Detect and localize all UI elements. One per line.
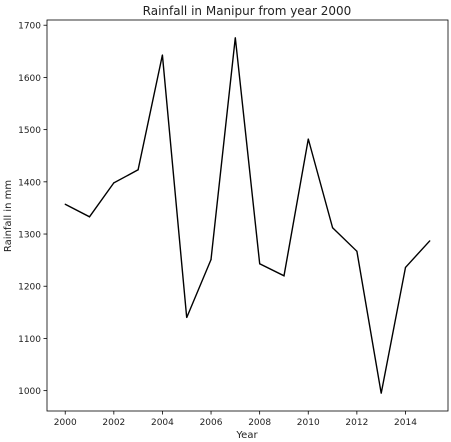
- data-point: [283, 275, 285, 277]
- x-tick-label: 2004: [151, 418, 174, 428]
- data-point: [113, 182, 115, 184]
- y-tick-label: 1300: [18, 231, 41, 241]
- x-tick-label: 2002: [102, 418, 125, 428]
- data-point: [161, 54, 164, 56]
- y-axis: 1000 1100 1200 1300 1400 1500 1600 1700: [18, 22, 47, 397]
- data-point: [88, 216, 91, 218]
- chart-title: Rainfall in Manipur from year 2000: [143, 4, 352, 18]
- data-point: [404, 266, 407, 269]
- y-tick-label: 1000: [18, 387, 41, 397]
- x-tick-label: 2006: [200, 418, 223, 428]
- x-tick-label: 2008: [248, 418, 271, 428]
- y-tick-label: 1700: [18, 22, 41, 32]
- data-point: [186, 316, 188, 319]
- y-axis-label: Rainfall in mm: [3, 180, 14, 252]
- x-tick-label: 2000: [54, 418, 77, 428]
- x-axis: 2000 2002 2004 2006 2008 2010 2012 2014: [54, 411, 417, 428]
- x-tick-label: 2014: [394, 418, 417, 428]
- data-point: [259, 263, 261, 265]
- x-tick-label: 2010: [297, 418, 320, 428]
- y-tick-label: 1600: [18, 74, 41, 84]
- y-tick-label: 1100: [18, 335, 41, 345]
- x-tick-label: 2012: [345, 418, 368, 428]
- data-point: [210, 259, 212, 261]
- y-tick-label: 1500: [18, 126, 41, 136]
- x-axis-label: Year: [235, 430, 258, 441]
- data-point: [356, 250, 358, 252]
- rainfall-line: [64, 37, 431, 394]
- data-point: [307, 138, 309, 140]
- data-point: [380, 392, 382, 394]
- data-point: [137, 169, 139, 171]
- data-point: [64, 203, 66, 205]
- y-tick-label: 1400: [18, 178, 41, 188]
- plot-frame: [46, 19, 449, 412]
- data-point: [331, 227, 334, 229]
- data-points: [64, 37, 431, 394]
- y-tick-label: 1200: [18, 283, 41, 293]
- data-point: [429, 240, 431, 242]
- data-point: [234, 37, 236, 39]
